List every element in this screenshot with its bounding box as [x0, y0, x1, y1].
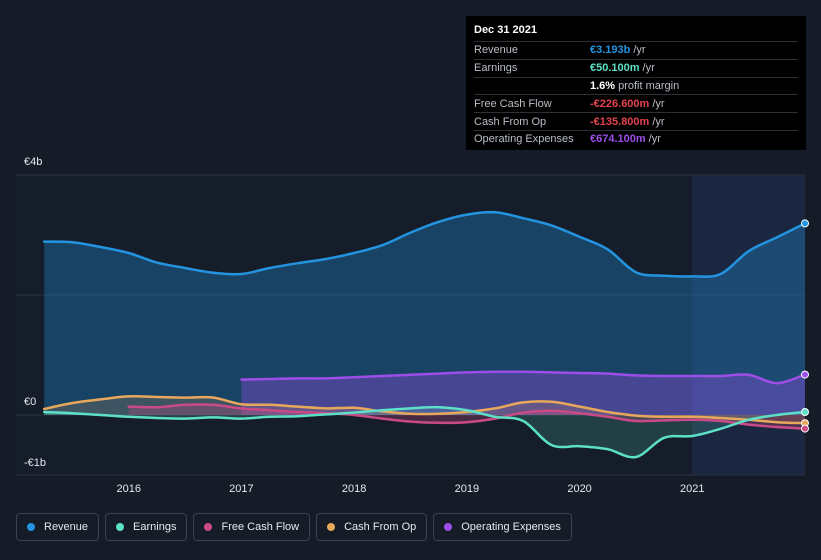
legend-dot-icon — [27, 523, 35, 531]
tooltip-row-unit: /yr — [652, 115, 665, 128]
legend-item-operating-expenses[interactable]: Operating Expenses — [433, 513, 572, 541]
tooltip-row-unit: /yr — [642, 62, 655, 75]
tooltip-row: Revenue €3.193b/yr — [474, 41, 798, 59]
line-operating-expenses — [240, 370, 807, 385]
legend-item-cash-from-op[interactable]: Cash From Op — [316, 513, 428, 541]
x-tick-label: 2021 — [680, 483, 704, 495]
tooltip-row-unit: /yr — [648, 133, 661, 146]
area-free-cash-flow — [128, 404, 805, 429]
tooltip-row: Earnings €50.100m/yr — [474, 58, 798, 77]
tooltip-row-label: Revenue — [474, 44, 519, 57]
tooltip-row: Cash From Op -€135.800m/yr — [474, 112, 798, 130]
legend-dot-icon — [327, 523, 336, 531]
legend-label: Earnings — [133, 521, 177, 533]
tooltip-row-label: Operating Expenses — [474, 133, 574, 146]
tooltip-row-unit: profit margin — [618, 79, 680, 92]
tooltip-row-label: Free Cash Flow — [474, 97, 552, 110]
y-tick-label: -€1b — [24, 457, 46, 469]
line-free-cash-flow — [127, 403, 807, 430]
y-tick-label: €4b — [24, 156, 42, 168]
legend-dot-icon — [444, 523, 453, 531]
y-tick-label: €0 — [24, 396, 36, 408]
tooltip-row-value: -€226.600m — [590, 97, 650, 110]
tooltip-row-value: -€135.800m — [590, 115, 650, 128]
tooltip-row-value: €50.100m — [590, 62, 640, 75]
tooltip-row-label: Earnings — [474, 62, 518, 75]
area-revenue — [44, 212, 805, 415]
x-tick-label: 2020 — [567, 483, 591, 495]
legend-label: Free Cash Flow — [221, 521, 300, 533]
line-revenue — [42, 210, 807, 278]
legend-label: Revenue — [44, 521, 89, 533]
tooltip-row: 1.6% profit margin — [474, 76, 798, 95]
area-operating-expenses — [241, 371, 805, 415]
chart-legend: Revenue Earnings Free Cash Flow Cash From O… — [16, 513, 572, 543]
tooltip-row-label: Cash From Op — [474, 115, 547, 128]
data-tooltip: Dec 31 2021 Revenue €3.193b/yr Earnings €50… — [466, 16, 806, 150]
line-earnings — [42, 405, 807, 459]
end-point-revenue — [801, 219, 809, 228]
tooltip-row-unit: /yr — [652, 97, 665, 110]
legend-item-revenue[interactable]: Revenue — [16, 513, 100, 541]
tooltip-row-value: 1.6% — [590, 79, 616, 92]
tooltip-row-value: €674.100m — [590, 133, 646, 146]
plot-area — [16, 175, 805, 475]
legend-item-earnings[interactable]: Earnings — [105, 513, 188, 541]
end-point-operating-expenses — [801, 370, 809, 379]
legend-label: Operating Expenses — [461, 521, 561, 533]
x-tick-label: 2019 — [455, 483, 479, 495]
legend-label: Cash From Op — [344, 521, 417, 533]
legend-dot-icon — [204, 523, 213, 531]
end-point-free-cash-flow — [801, 424, 809, 433]
tooltip-row: Operating Expenses €674.100m/yr — [474, 129, 798, 148]
tooltip-date: Dec 31 2021 — [474, 24, 537, 36]
area-earnings — [44, 407, 805, 458]
legend-dot-icon — [116, 523, 125, 531]
x-tick-label: 2017 — [229, 483, 253, 495]
x-tick-label: 2018 — [342, 483, 366, 495]
line-cash-from-op — [42, 395, 807, 425]
legend-item-free-cash-flow[interactable]: Free Cash Flow — [193, 513, 311, 541]
x-tick-label: 2016 — [116, 483, 140, 495]
tooltip-row: Free Cash Flow -€226.600m/yr — [474, 94, 798, 112]
tooltip-row-unit: /yr — [633, 44, 646, 57]
tooltip-row-value: €3.193b — [590, 44, 631, 57]
end-point-earnings — [801, 408, 809, 416]
